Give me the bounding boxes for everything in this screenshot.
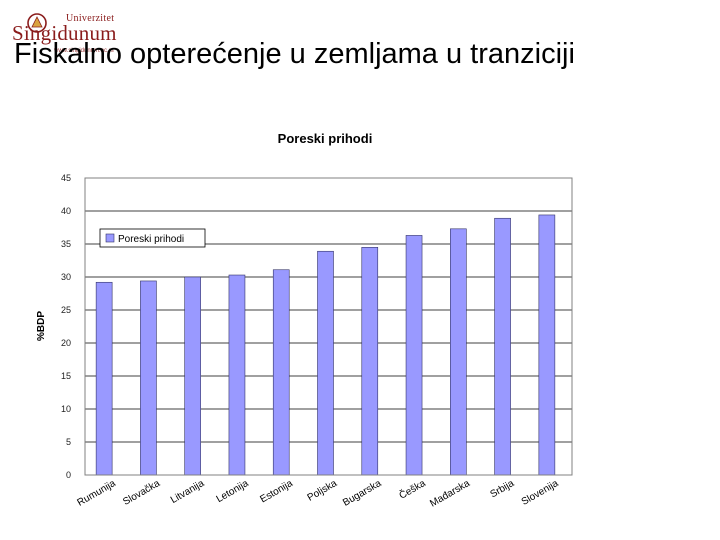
category-label: Litvanija [169,478,207,506]
bar-poljska [317,250,334,476]
y-tick-label: 30 [61,272,71,282]
bar-slovačka [140,280,157,476]
y-tick-labels: 0 5 10 15 20 25 30 35 40 45 [61,173,71,480]
bar-bugarska [361,247,379,476]
legend: Poreski prihodi [99,228,206,248]
y-tick-label: 25 [61,305,71,315]
category-label: Poljska [306,478,340,504]
bar-rumunija [95,281,113,476]
category-label: Slovenija [520,478,561,508]
legend-swatch [105,233,115,243]
category-label: Rumunija [76,478,118,509]
bar-estonija [272,269,290,476]
chart-title: Poreski prihodi [278,131,373,146]
bar-slovenija [538,214,556,476]
category-label: Estonija [258,478,295,506]
y-tick-label: 15 [61,371,71,381]
bar-litvanija [184,276,201,476]
bar-češka [405,235,423,476]
y-tick-label: 5 [66,437,71,447]
bar-mađarska [450,228,467,476]
y-tick-label: 0 [66,470,71,480]
university-logo: Univerzitet Singidunum www.singidunum.ac… [10,10,130,56]
y-tick-label: 20 [61,338,71,348]
legend-label: Poreski prihodi [118,234,184,245]
logo-main-text: Singidunum [12,21,117,45]
y-axis-label: %BDP [36,311,47,341]
bar-letonija [228,274,246,476]
category-label: Mađarska [428,478,472,510]
university-emblem-icon [27,13,47,33]
logo-top-text: Univerzitet [66,13,115,24]
slide-title: Fiskalno opterećenje u zemljama u tranzi… [14,38,575,70]
y-tick-label: 10 [61,404,71,414]
y-tick-label: 40 [61,206,71,216]
bar-srbija [494,217,511,476]
category-labels: Rumunija Slovačka Litvanija Letonija Estonij… [76,476,561,509]
plot-frame [84,177,573,476]
logo-url-text: www.singidunum.ac.rs [54,48,114,54]
y-tick-label: 45 [61,173,71,183]
bars [95,214,556,476]
category-label: Bugarska [341,478,383,509]
category-label: Slovačka [121,478,162,508]
category-label: Češka [396,476,427,502]
category-label: Letonija [215,478,251,505]
y-tick-label: 35 [61,239,71,249]
legend-box [99,228,206,248]
category-label: Srbija [488,478,516,501]
